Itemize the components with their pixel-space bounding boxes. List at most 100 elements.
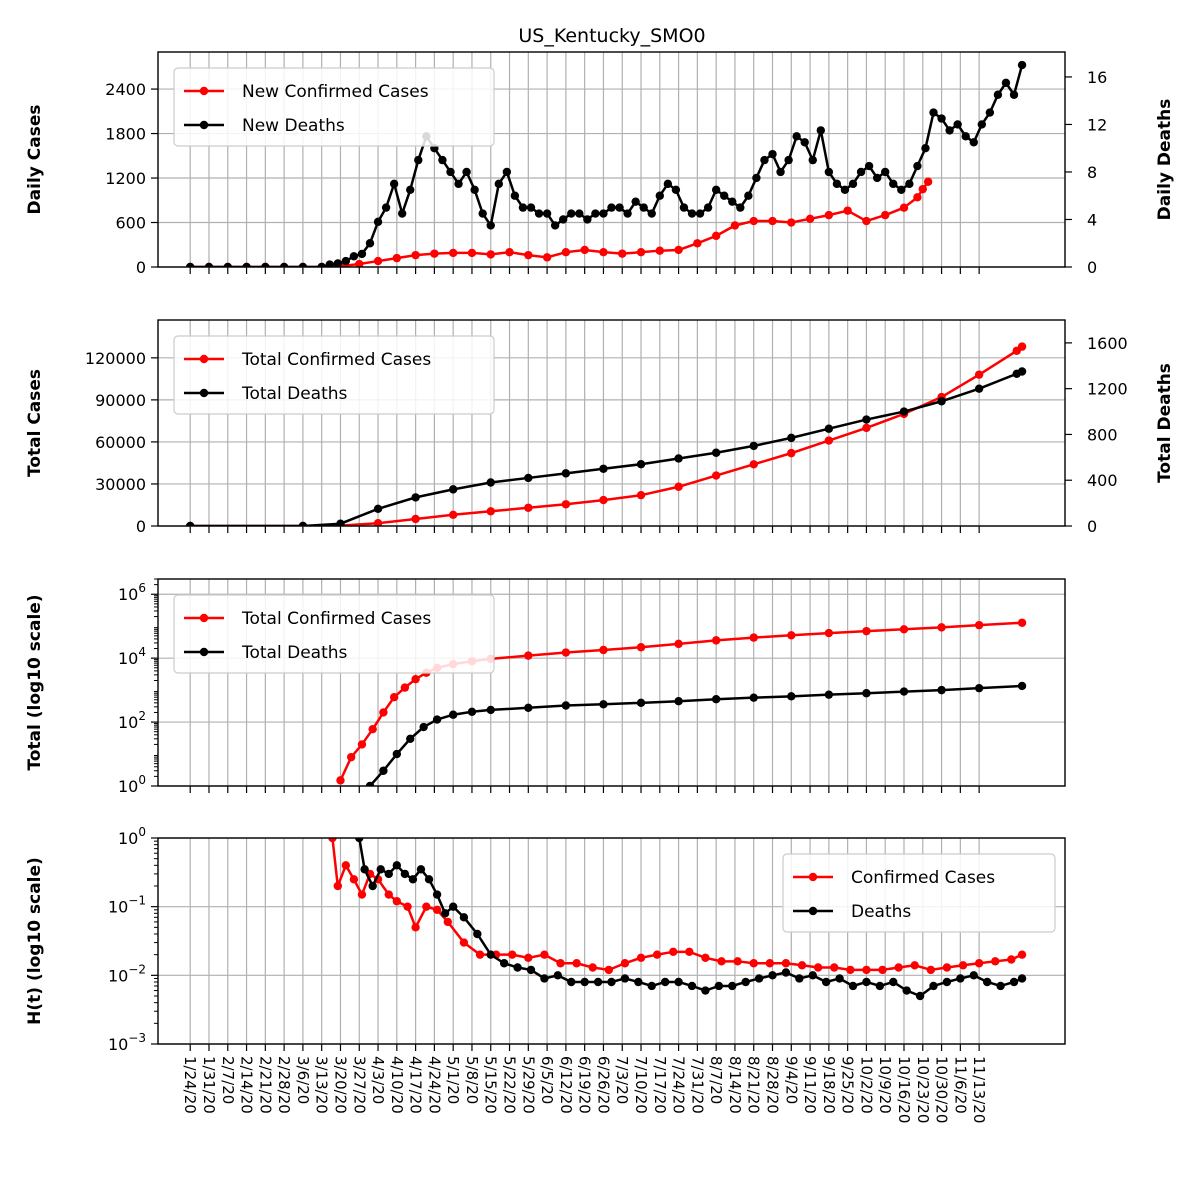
y-right-tick-label: 12 [1087, 115, 1107, 134]
y-axis-label: Daily Cases [25, 105, 45, 215]
legend-label: Total Deaths [241, 643, 348, 663]
data-point [655, 246, 665, 255]
x-tick-label: 10/16/20 [895, 1056, 913, 1123]
x-tick-label: 5/15/20 [482, 1056, 500, 1114]
data-point [937, 397, 946, 406]
data-point [384, 890, 393, 899]
data-point [454, 179, 463, 189]
data-point [728, 981, 737, 991]
data-point [540, 950, 549, 959]
data-point [974, 959, 984, 968]
data-point [349, 252, 359, 261]
data-point [787, 433, 796, 443]
data-point [711, 448, 721, 457]
data-point [470, 185, 479, 194]
legend-marker [808, 906, 818, 916]
x-tick-label: 7/24/20 [670, 1056, 688, 1114]
data-point [840, 185, 850, 194]
data-point [711, 636, 721, 645]
data-point [636, 460, 646, 469]
x-tick-label: 10/9/20 [876, 1056, 894, 1114]
data-point [373, 518, 383, 526]
data-point [843, 206, 852, 215]
data-point [749, 460, 758, 469]
data-point [389, 179, 399, 189]
chart-title: US_Kentucky_SMO0 [518, 25, 705, 47]
data-point [411, 674, 420, 684]
data-point [357, 890, 367, 899]
x-tick-label: 8/7/20 [707, 1056, 725, 1104]
data-point [1001, 78, 1011, 88]
data-point [336, 776, 345, 785]
x-tick-label: 11/6/20 [951, 1056, 969, 1114]
y-right-tick-label: 400 [1087, 471, 1118, 490]
data-point [526, 203, 536, 212]
data-point [663, 179, 673, 189]
data-point [392, 749, 402, 759]
data-point [787, 448, 796, 458]
data-point [695, 209, 705, 218]
data-point [486, 950, 495, 959]
data-point [473, 929, 482, 939]
x-tick-label: 6/26/20 [594, 1056, 612, 1114]
data-point [599, 645, 608, 655]
data-point [974, 370, 984, 379]
data-point [355, 838, 364, 843]
data-point [749, 959, 758, 968]
legend-marker [199, 647, 209, 657]
data-point [279, 262, 289, 267]
y-right-tick-label: 1600 [1087, 334, 1128, 353]
data-point [881, 210, 890, 220]
data-point [408, 875, 418, 884]
data-point [910, 961, 919, 970]
data-point [835, 974, 844, 983]
data-point [958, 961, 968, 970]
data-point [518, 203, 528, 212]
data-point [1017, 342, 1027, 351]
legend-label: Total Deaths [241, 384, 348, 404]
data-point [368, 724, 377, 734]
data-point [711, 471, 721, 480]
data-point [580, 977, 589, 987]
y-right-axis-label: Daily Deaths [1155, 99, 1175, 221]
data-point [711, 185, 721, 194]
y-right-tick-label: 8 [1087, 163, 1097, 182]
data-point [923, 177, 933, 186]
data-point [615, 203, 624, 212]
data-point [373, 504, 383, 514]
data-point [942, 963, 952, 972]
data-point [607, 977, 616, 987]
data-point [620, 959, 630, 968]
data-point [204, 262, 214, 267]
data-point [889, 179, 898, 189]
data-point [800, 138, 809, 147]
data-point [636, 490, 646, 500]
data-point [781, 968, 791, 977]
data-point [728, 197, 737, 206]
data-point [937, 114, 946, 123]
data-point [397, 209, 407, 218]
x-tick-label: 7/31/20 [688, 1056, 706, 1114]
data-point [486, 250, 495, 259]
panels: 0 600 1200 1800 2400 0 4 8 12 16 Daily Deaths Daily… [25, 51, 1175, 1123]
y-tick-label: 90000 [95, 391, 146, 410]
data-point [411, 923, 420, 932]
data-point [298, 262, 308, 267]
data-point [355, 259, 364, 267]
x-tick-label: 5/1/20 [444, 1056, 462, 1104]
x-tick-label: 8/21/20 [745, 1056, 763, 1114]
data-point [862, 415, 871, 424]
data-point [392, 253, 402, 263]
data-point [430, 249, 439, 258]
data-point [636, 643, 646, 652]
plot-frame [157, 837, 1066, 1045]
legend-label: Total Confirmed Cases [241, 609, 431, 629]
data-point [730, 221, 740, 230]
data-point [765, 959, 775, 968]
legend-box [782, 853, 1056, 933]
data-point [486, 507, 495, 516]
x-tick-label: 10/30/20 [933, 1056, 951, 1123]
data-point [1017, 950, 1027, 959]
x-tick-label: 6/12/20 [557, 1056, 575, 1114]
y-tick-label: 0 [136, 517, 146, 536]
